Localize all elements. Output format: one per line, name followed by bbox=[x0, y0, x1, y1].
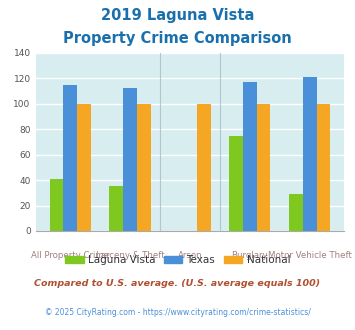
Text: 2019 Laguna Vista: 2019 Laguna Vista bbox=[101, 8, 254, 23]
Bar bbox=[197, 104, 211, 231]
Legend: Laguna Vista, Texas, National: Laguna Vista, Texas, National bbox=[61, 251, 294, 269]
Bar bbox=[50, 179, 63, 231]
Bar bbox=[229, 136, 243, 231]
Bar bbox=[63, 84, 77, 231]
Bar bbox=[77, 104, 91, 231]
Bar bbox=[317, 104, 330, 231]
Text: © 2025 CityRating.com - https://www.cityrating.com/crime-statistics/: © 2025 CityRating.com - https://www.city… bbox=[45, 308, 310, 316]
Bar bbox=[243, 82, 257, 231]
Text: All Property Crime: All Property Crime bbox=[31, 251, 109, 260]
Bar bbox=[123, 88, 137, 231]
Bar bbox=[109, 186, 123, 231]
Text: Motor Vehicle Theft: Motor Vehicle Theft bbox=[268, 251, 351, 260]
Text: Arson: Arson bbox=[178, 251, 202, 260]
Bar bbox=[137, 104, 151, 231]
Bar bbox=[303, 77, 317, 231]
Text: Property Crime Comparison: Property Crime Comparison bbox=[63, 31, 292, 46]
Bar bbox=[257, 104, 271, 231]
Text: Burglary: Burglary bbox=[231, 251, 268, 260]
Bar bbox=[289, 194, 303, 231]
Text: Larceny & Theft: Larceny & Theft bbox=[96, 251, 164, 260]
Text: Compared to U.S. average. (U.S. average equals 100): Compared to U.S. average. (U.S. average … bbox=[34, 279, 321, 288]
